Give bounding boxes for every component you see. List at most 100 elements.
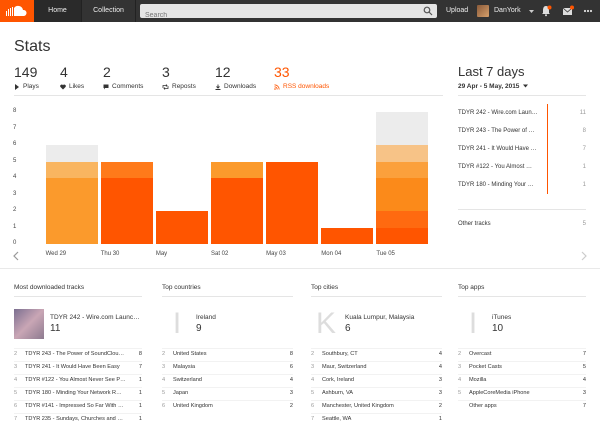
- track-list-row[interactable]: 7 TDYR 235 - Sundays, Churches and … 1: [14, 416, 142, 426]
- track-list-row[interactable]: 3 TDYR 241 - It Would Have Been Easy 7: [14, 364, 142, 374]
- stat-label: Downloads: [224, 83, 257, 90]
- bar-segment[interactable]: [100, 161, 153, 178]
- panel-track-row[interactable]: TDYR 241 - It Would Have … 7: [458, 146, 586, 156]
- stat-tab-comments[interactable]: 2 Comments: [103, 64, 143, 90]
- x-tick-label: Tue 05: [376, 251, 395, 257]
- stat-value: 4: [60, 64, 68, 80]
- track-artwork[interactable]: [14, 309, 44, 339]
- list-item-count: 8: [138, 351, 142, 357]
- bar-segment[interactable]: [376, 161, 429, 178]
- city-list-row[interactable]: 5 Ashburn, VA 3: [311, 390, 442, 400]
- divider: [311, 413, 442, 414]
- city-list-row[interactable]: 7 Seattle, WA 1: [311, 416, 442, 426]
- app-list-row[interactable]: 5 AppleCoreMedia iPhone 3: [458, 390, 586, 400]
- panel-track-row[interactable]: TDYR 242 - Wire.com Laun… 11: [458, 110, 586, 120]
- city-list-row[interactable]: 2 Southbury, CT 4: [311, 351, 442, 361]
- bar-segment[interactable]: [45, 145, 98, 162]
- divider: [311, 348, 442, 349]
- track-list-row[interactable]: 5 TDYR 180 - Minding Your Network R… 1: [14, 390, 142, 400]
- username-menu[interactable]: DanYork: [494, 7, 521, 14]
- top-country-name: Ireland: [196, 314, 216, 321]
- date-range-selector[interactable]: 29 Apr - 5 May, 2015: [458, 83, 529, 90]
- mail-icon[interactable]: [562, 5, 574, 17]
- list-item-count: 1: [438, 416, 442, 422]
- bar-segment[interactable]: [376, 211, 429, 228]
- chevron-down-icon: [523, 84, 529, 88]
- search-input[interactable]: [140, 8, 437, 23]
- app-list-row[interactable]: 3 Pocket Casts 5: [458, 364, 586, 374]
- bell-icon[interactable]: [540, 5, 552, 17]
- list-rank: 4: [458, 377, 462, 383]
- city-list-row[interactable]: 4 Cork, Ireland 3: [311, 377, 442, 387]
- soundcloud-logo[interactable]: [0, 0, 34, 22]
- country-list-row[interactable]: 5 Japan 3: [162, 390, 293, 400]
- stat-tab-plays[interactable]: 149 Plays: [14, 64, 39, 90]
- stat-tab-reposts[interactable]: 3 Reposts: [162, 64, 196, 90]
- top-city-name: Kuala Lumpur, Malaysia: [345, 314, 415, 321]
- bar-segment[interactable]: [155, 211, 208, 244]
- panel-track-row[interactable]: TDYR 180 - Minding Your … 1: [458, 182, 586, 192]
- bar-segment[interactable]: [211, 161, 263, 178]
- avatar[interactable]: [477, 5, 489, 17]
- list-item-name: Switzerland: [173, 377, 202, 383]
- bar-segment[interactable]: [376, 227, 429, 244]
- panel-track-row[interactable]: TDYR #122 - You Almost … 1: [458, 164, 586, 174]
- track-list-row[interactable]: 4 TDYR #122 - You Almost Never See P… 1: [14, 377, 142, 387]
- more-options-icon[interactable]: [582, 5, 594, 17]
- divider: [311, 296, 442, 297]
- list-rank: 6: [311, 403, 315, 409]
- country-list-row[interactable]: 6 United Kingdom 2: [162, 403, 293, 413]
- country-list-row[interactable]: 4 Switzerland 4: [162, 377, 293, 387]
- list-item-name: Mozilla: [469, 377, 487, 383]
- chevron-down-icon[interactable]: [529, 9, 534, 14]
- nav-collection[interactable]: Collection: [82, 0, 136, 22]
- panel-track-title: TDYR 243 - The Power of …: [458, 128, 535, 134]
- list-item-count: 3: [289, 390, 293, 396]
- city-list-row[interactable]: 3 Maur, Switzerland 4: [311, 364, 442, 374]
- track-list-row[interactable]: 2 TDYR 243 - The Power of SoundClou… 8: [14, 351, 142, 361]
- country-list-row[interactable]: 3 Malaysia 6: [162, 364, 293, 374]
- panel-track-count: 8: [582, 128, 586, 134]
- list-item-count: 4: [438, 364, 442, 370]
- search-icon[interactable]: [423, 6, 433, 16]
- stat-tab-downloads[interactable]: 12 Downloads: [215, 64, 256, 90]
- bar-segment[interactable]: [45, 161, 98, 178]
- list-rank: 2: [14, 351, 18, 357]
- divider: [162, 400, 293, 401]
- bar-segment[interactable]: [376, 112, 429, 145]
- app-list-row[interactable]: Other apps 7: [458, 403, 586, 413]
- y-tick-label: 1: [13, 223, 17, 230]
- bar-segment[interactable]: [45, 178, 98, 244]
- top-city-count: 6: [345, 323, 351, 334]
- other-tracks-row[interactable]: Other tracks 5: [458, 221, 586, 231]
- divider: [162, 374, 293, 375]
- upload-link[interactable]: Upload: [446, 7, 469, 14]
- app-list-row[interactable]: 4 Mozilla 4: [458, 377, 586, 387]
- x-tick-label: Mon 04: [321, 251, 342, 257]
- y-tick-label: 6: [13, 141, 17, 147]
- country-list-row[interactable]: 2 United States 8: [162, 351, 293, 361]
- bar-segment[interactable]: [100, 178, 153, 244]
- stat-tab-likes[interactable]: 4 Likes: [60, 64, 84, 90]
- panel-track-row[interactable]: TDYR 243 - The Power of … 8: [458, 128, 586, 138]
- panel-track-title: TDYR 180 - Minding Your …: [458, 182, 534, 188]
- list-item-count: 1: [138, 403, 142, 409]
- city-list-row[interactable]: 6 Manchester, United Kingdom 2: [311, 403, 442, 413]
- bar-segment[interactable]: [211, 178, 263, 244]
- track-list-row[interactable]: 6 TDYR #141 - Impressed So Far With … 1: [14, 403, 142, 413]
- top-track-name[interactable]: TDYR 242 - Wire.com Launc…: [50, 314, 140, 321]
- divider: [14, 387, 142, 388]
- nav-home[interactable]: Home: [34, 0, 82, 22]
- stat-tab-rss-downloads[interactable]: 33 RSS downloads: [274, 64, 334, 96]
- bar-segment[interactable]: [376, 178, 429, 211]
- chevron-left-icon[interactable]: [12, 251, 20, 261]
- app-list-row[interactable]: 2 Overcast 7: [458, 351, 586, 361]
- panel-track-count: 1: [582, 182, 586, 188]
- bar-segment[interactable]: [266, 161, 319, 244]
- list-item-count: 4: [289, 377, 293, 383]
- chevron-right-icon[interactable]: [580, 251, 588, 261]
- bar-segment[interactable]: [376, 145, 429, 162]
- bar-segment[interactable]: [321, 227, 374, 244]
- list-item-count: 7: [138, 364, 142, 370]
- top-country-count: 9: [196, 323, 202, 334]
